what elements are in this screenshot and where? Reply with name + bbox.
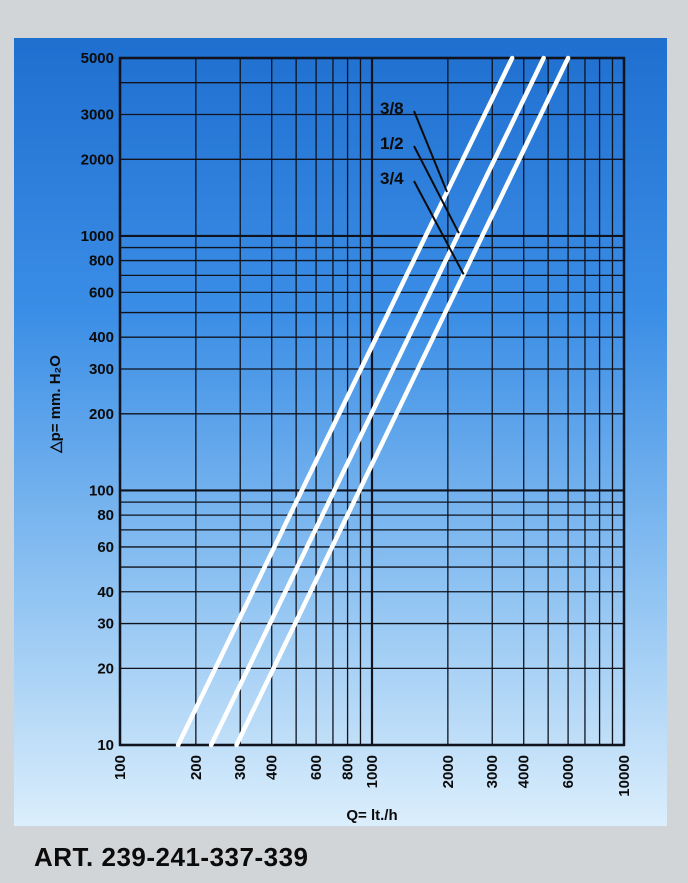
x-tick-label: 100 [112, 755, 129, 780]
series-leader-3-4 [413, 180, 465, 275]
x-tick-label: 600 [308, 755, 325, 780]
y-tick-label: 200 [89, 406, 114, 423]
series-label-3-8: 3/8 [380, 99, 404, 118]
series-label-3-4: 3/4 [380, 169, 404, 188]
series-line-3-8 [175, 55, 515, 748]
series-line-3-4 [234, 55, 571, 748]
y-tick-label: 30 [97, 616, 114, 633]
x-tick-label: 400 [264, 755, 281, 780]
y-axis-label: △p= mm. H₂O [47, 355, 64, 454]
x-tick-label: 200 [188, 755, 205, 780]
y-tick-label: 60 [97, 539, 114, 556]
x-tick-label: 4000 [516, 755, 533, 788]
x-tick-label: 3000 [484, 755, 501, 788]
x-tick-label: 300 [232, 755, 249, 780]
y-tick-label: 100 [89, 482, 114, 499]
x-tick-label: 1000 [364, 755, 381, 788]
y-tick-label: 600 [89, 284, 114, 301]
chart-panel [14, 38, 667, 826]
series-line-1-2 [208, 55, 546, 748]
grid [118, 56, 626, 747]
y-tick-label: 800 [89, 253, 114, 270]
x-tick-label: 2000 [440, 755, 457, 788]
y-tick-label: 3000 [81, 106, 114, 123]
y-tick-label: 40 [97, 584, 114, 601]
y-tick-label: 2000 [81, 151, 114, 168]
series-leader-3-8 [413, 110, 448, 193]
y-tick-label: 400 [89, 329, 114, 346]
y-tick-label: 10 [97, 737, 114, 754]
x-axis-label: Q= lt./h [346, 807, 397, 824]
series-labels: 3/8 1/2 3/4 [380, 99, 465, 275]
x-tick-label: 10000 [616, 755, 633, 797]
y-tick-label: 5000 [81, 50, 114, 67]
article-title: ART. 239-241-337-339 [34, 842, 309, 872]
y-tick-label: 80 [97, 507, 114, 524]
plot-frame [118, 56, 626, 747]
y-tick-label: 300 [89, 361, 114, 378]
tick-labels: 10 20 30 40 60 80 100 200 300 400 600 800 1000 2000 30… [81, 50, 633, 797]
series-label-1-2: 1/2 [380, 134, 404, 153]
y-tick-label: 1000 [81, 228, 114, 245]
x-tick-label: 800 [340, 755, 357, 780]
x-tick-label: 6000 [560, 755, 577, 788]
series-lines [175, 55, 571, 748]
y-tick-label: 20 [97, 660, 114, 677]
series-leader-1-2 [413, 145, 460, 234]
